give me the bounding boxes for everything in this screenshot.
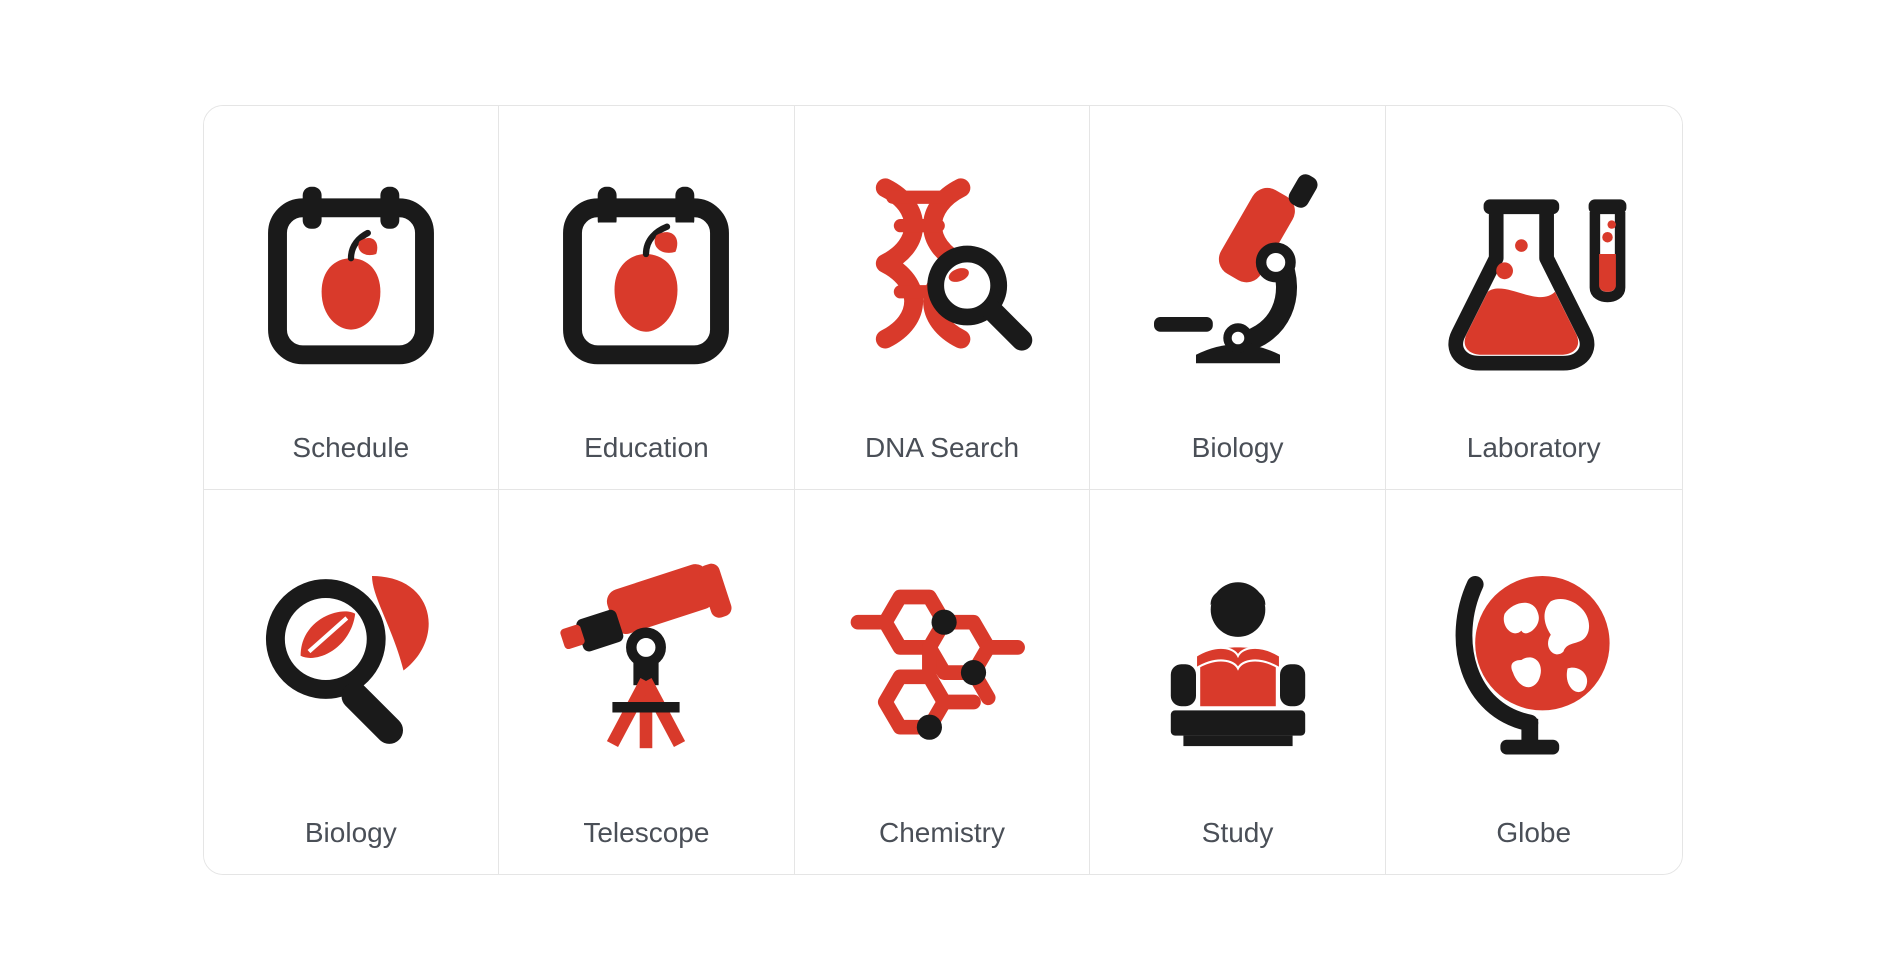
globe-label: Globe	[1496, 817, 1571, 849]
education-icon	[519, 136, 774, 414]
dna-search-label: DNA Search	[865, 432, 1019, 464]
icon-cell-biology-microscope: Biology	[1090, 106, 1386, 490]
globe-icon	[1406, 520, 1662, 799]
study-icon	[1110, 520, 1365, 799]
schedule-label: Schedule	[292, 432, 409, 464]
icon-cell-study: Study	[1090, 490, 1386, 874]
education-label: Education	[584, 432, 709, 464]
laboratory-icon	[1406, 136, 1662, 414]
icon-cell-dna-search: DNA Search	[795, 106, 1091, 490]
dna-search-icon	[815, 136, 1070, 414]
icon-grid: Schedule Education	[203, 105, 1683, 875]
icon-cell-biology-leaf: Biology	[204, 490, 500, 874]
icon-cell-schedule: Schedule	[204, 106, 500, 490]
icon-cell-globe: Globe	[1386, 490, 1682, 874]
icon-cell-telescope: Telescope	[499, 490, 795, 874]
laboratory-label: Laboratory	[1467, 432, 1601, 464]
biology-microscope-label: Biology	[1192, 432, 1284, 464]
schedule-icon	[224, 136, 479, 414]
chemistry-label: Chemistry	[879, 817, 1005, 849]
study-label: Study	[1202, 817, 1274, 849]
chemistry-icon	[815, 520, 1070, 799]
icon-cell-laboratory: Laboratory	[1386, 106, 1682, 490]
biology-leaf-label: Biology	[305, 817, 397, 849]
telescope-icon	[519, 520, 774, 799]
icon-cell-education: Education	[499, 106, 795, 490]
telescope-label: Telescope	[583, 817, 709, 849]
icon-cell-chemistry: Chemistry	[795, 490, 1091, 874]
leaf-search-icon	[224, 520, 479, 799]
microscope-icon	[1110, 136, 1365, 414]
